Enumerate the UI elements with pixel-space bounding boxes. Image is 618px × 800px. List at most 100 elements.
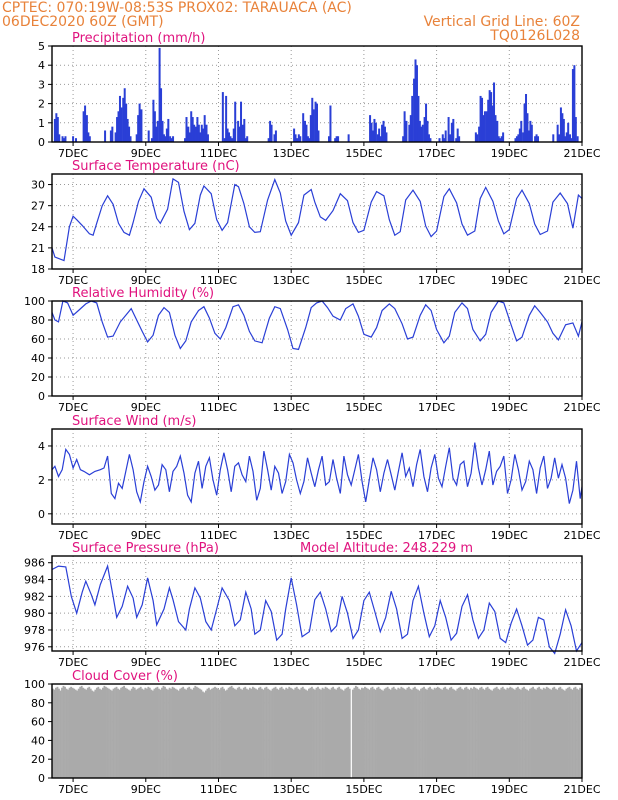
cloud-bar: [341, 689, 344, 778]
cloud-bar: [170, 688, 172, 778]
cloud-bar: [200, 689, 203, 778]
cloud-bar: [565, 688, 568, 778]
rh-title: Relative Humidity (%): [72, 286, 214, 301]
precip-bar: [152, 99, 155, 142]
wind-line: [51, 442, 583, 505]
cloud-bar: [251, 686, 254, 778]
precip-xtick-label: 17DEC: [418, 147, 455, 160]
cloud-bar: [336, 687, 339, 778]
precip-ytick-label: 2: [38, 98, 45, 111]
cloud-ytick-label: 100: [24, 678, 45, 691]
cloud-bar: [547, 687, 550, 778]
cloud-bar: [560, 688, 563, 778]
cloud-bar: [123, 685, 126, 778]
precip-bar: [309, 115, 312, 142]
precip-bar: [527, 130, 530, 142]
cloud-bar: [400, 686, 403, 778]
cloud-bar: [61, 687, 63, 778]
cloud-bar: [82, 687, 85, 778]
precip-bar: [517, 134, 520, 142]
cloud-bar: [465, 686, 468, 778]
pressure-ytick-label: 976: [24, 641, 45, 654]
precip-frame: [51, 45, 583, 143]
cloud-bar: [183, 688, 186, 778]
precip-bar: [382, 120, 385, 142]
temp-xtick-label: 13DEC: [273, 274, 310, 287]
precip-bar: [522, 132, 525, 142]
cloud-bar: [577, 689, 580, 778]
cloud-bar: [563, 690, 566, 778]
precip-bar: [314, 101, 317, 142]
precip-bar: [562, 118, 565, 142]
cloud-bar: [195, 686, 198, 778]
cloud-xtick-label: 13DEC: [273, 783, 310, 796]
wind-ytick-label: 0: [38, 508, 45, 521]
cloud-bar: [492, 688, 495, 778]
cloud-bar: [521, 687, 524, 778]
model-id-header: TQ0126L028: [490, 28, 580, 44]
precip-bar: [482, 115, 485, 142]
precip-bar: [196, 117, 199, 142]
cloud-bar: [500, 687, 503, 778]
precip-bar: [420, 126, 423, 142]
cloud-ytick-label: 80: [31, 697, 45, 710]
precip-bar: [530, 124, 533, 142]
cloud-bar: [385, 687, 388, 778]
cloud-bar: [253, 687, 256, 778]
precip-bar: [413, 78, 416, 142]
precip-bar: [447, 117, 450, 142]
cloud-bar: [321, 687, 324, 778]
precip-bar: [274, 130, 277, 142]
precip-bar: [371, 130, 374, 142]
precip-bar: [491, 105, 494, 142]
rh-ytick-label: 80: [31, 314, 45, 327]
rh-line: [51, 300, 583, 351]
cloud-bar: [513, 689, 516, 778]
cloud-bar: [108, 688, 110, 778]
cloud-bar: [483, 689, 486, 778]
cloud-bar: [294, 687, 297, 778]
cloud-bar: [212, 687, 215, 778]
wind-ytick-label: 2: [38, 474, 45, 487]
cloud-bar: [382, 690, 385, 778]
cloud-bar: [462, 689, 465, 778]
cloud-bar: [88, 686, 91, 778]
cloud-bar: [56, 686, 59, 778]
precip-bar: [193, 124, 196, 142]
vertical-grid-note: Vertical Grid Line: 60Z: [423, 14, 580, 30]
cloud-bar: [545, 686, 548, 778]
precip-bar: [200, 124, 203, 142]
cloud-bar: [130, 688, 133, 778]
precip-bar: [490, 92, 493, 142]
rh-xtick-label: 9DEC: [131, 401, 161, 414]
precip-bar: [488, 90, 491, 142]
precip-bar: [162, 134, 165, 142]
precip-ytick-label: 0: [38, 136, 45, 149]
precip-bar: [221, 92, 224, 142]
cloud-bar: [541, 689, 544, 778]
precip-bar: [116, 117, 119, 142]
cloud-bar: [576, 688, 578, 778]
cloud-bar: [254, 688, 257, 778]
cloud-bar: [221, 686, 224, 778]
pressure-frame: [51, 555, 583, 652]
cloud-bar: [106, 687, 109, 778]
precip-bar: [104, 130, 107, 142]
cloud-bar: [498, 689, 501, 778]
precip-ytick-label: 1: [38, 117, 45, 130]
cloud-bar: [570, 688, 572, 778]
cloud-bar: [485, 687, 488, 778]
cloud-bar: [295, 686, 298, 778]
run-date-header: 06DEC2020 60Z (GMT): [2, 14, 164, 30]
cloud-bar: [203, 692, 206, 778]
cloud-bar: [276, 688, 278, 778]
cloud-bar: [115, 686, 118, 778]
cloud-bar: [239, 688, 242, 778]
precip-bar: [187, 126, 190, 142]
precip-bar: [483, 111, 486, 142]
cloud-bar: [380, 689, 383, 778]
precip-bar: [455, 138, 458, 142]
cloud-bar: [306, 690, 309, 778]
cloud-bar: [379, 688, 382, 778]
